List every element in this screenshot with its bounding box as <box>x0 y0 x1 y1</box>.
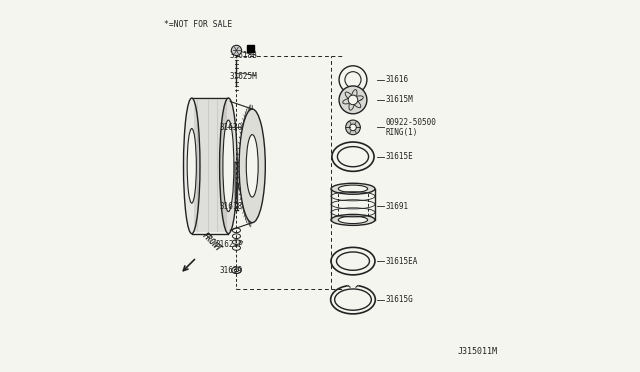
Text: 31615EA: 31615EA <box>386 257 419 266</box>
Text: 31630: 31630 <box>220 123 243 132</box>
Ellipse shape <box>220 98 237 234</box>
Text: 31615M: 31615M <box>386 95 413 105</box>
Text: 00922-50500
RING(1): 00922-50500 RING(1) <box>386 118 437 137</box>
Text: 31616: 31616 <box>386 75 409 84</box>
Text: 31618: 31618 <box>220 202 243 211</box>
Text: 31639: 31639 <box>220 266 243 275</box>
Text: 31625M: 31625M <box>230 71 258 81</box>
Ellipse shape <box>234 183 239 189</box>
Ellipse shape <box>339 185 367 192</box>
Ellipse shape <box>184 98 200 234</box>
Ellipse shape <box>246 135 258 197</box>
Ellipse shape <box>331 214 375 225</box>
Text: FRONT: FRONT <box>200 231 223 254</box>
Ellipse shape <box>339 216 367 224</box>
Circle shape <box>346 120 360 135</box>
Text: J315011M: J315011M <box>458 347 498 356</box>
Circle shape <box>349 124 356 131</box>
Circle shape <box>231 45 241 55</box>
Circle shape <box>339 86 367 114</box>
Ellipse shape <box>348 283 358 287</box>
Ellipse shape <box>331 183 375 194</box>
Text: *=NOT FOR SALE: *=NOT FOR SALE <box>164 20 232 29</box>
Ellipse shape <box>187 129 196 203</box>
Text: 31691: 31691 <box>386 202 409 211</box>
Text: 31615E: 31615E <box>386 152 413 161</box>
Ellipse shape <box>223 120 234 212</box>
Text: 31621P: 31621P <box>215 240 243 249</box>
Circle shape <box>348 95 358 105</box>
Ellipse shape <box>239 109 266 223</box>
Text: 31615G: 31615G <box>386 295 413 304</box>
Polygon shape <box>247 45 253 52</box>
Text: 31618B: 31618B <box>230 51 258 60</box>
